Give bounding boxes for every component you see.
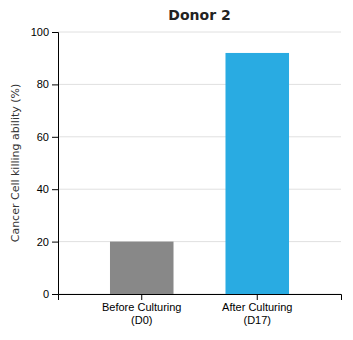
tick-mark	[257, 294, 258, 300]
tick: 100	[31, 26, 58, 38]
grid-line	[58, 136, 341, 137]
title: Donor 2	[168, 7, 230, 23]
tick-mark	[141, 294, 142, 300]
tick-mark	[52, 137, 58, 138]
tick-mark	[52, 84, 58, 85]
tick-mark	[52, 294, 58, 295]
grid-line	[58, 241, 341, 242]
tick: 20	[37, 236, 58, 248]
axis-line	[59, 295, 342, 301]
tick-label: Before Culturing(D0)	[102, 301, 182, 326]
tick-label: 80	[37, 78, 49, 90]
tick: After Culturing(D17)	[222, 294, 292, 326]
tick-label: 60	[37, 131, 49, 143]
marks	[110, 53, 289, 294]
y-axis: 0 20 40 60 80 100	[31, 26, 59, 300]
tick: 60	[37, 131, 58, 143]
bar	[110, 242, 174, 294]
tick: 40	[37, 183, 58, 195]
tick-label: 100	[31, 26, 49, 38]
tick-label: After Culturing(D17)	[222, 301, 292, 326]
grid-line	[58, 84, 341, 85]
axis-line	[52, 33, 59, 295]
tick: 0	[43, 288, 58, 300]
tick-label: 40	[37, 183, 49, 195]
bar	[225, 53, 289, 294]
tick-mark	[52, 32, 58, 33]
x-axis: Before Culturing(D0) After Culturing(D17)	[59, 294, 342, 326]
grid-line	[58, 189, 341, 190]
grid	[58, 32, 341, 294]
grid-line	[58, 32, 341, 33]
tick-mark	[52, 189, 58, 190]
tick: 80	[37, 78, 58, 90]
tick-label: 20	[37, 236, 49, 248]
y-axis-title: Cancer Cell killing ability (%)	[9, 84, 22, 243]
plot-area: 0 20 40 60 80 100 Before Culturing(D0) After Cu…	[31, 26, 342, 326]
chart: 0 20 40 60 80 100 Before Culturing(D0) After Cu…	[0, 0, 353, 340]
tick-label: 0	[43, 288, 49, 300]
tick: Before Culturing(D0)	[102, 294, 182, 326]
tick-mark	[52, 242, 58, 243]
